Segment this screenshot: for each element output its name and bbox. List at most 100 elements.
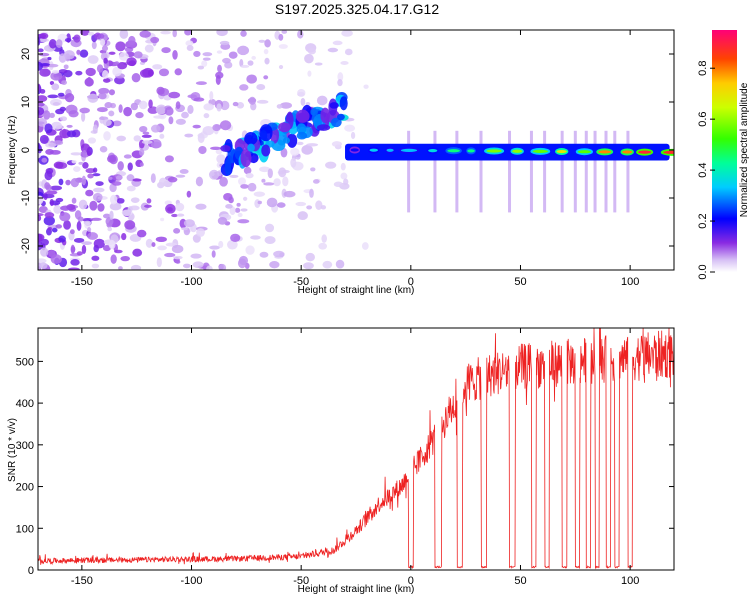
spectrogram-noise-blob bbox=[68, 110, 79, 118]
spectrogram-noise-blob bbox=[340, 172, 348, 180]
spectrogram-noise-blob bbox=[123, 106, 132, 117]
spectrogram-noise-blob bbox=[315, 200, 323, 210]
spectrogram-noise-blob bbox=[61, 128, 67, 139]
spectrogram-noise-blob bbox=[187, 94, 197, 99]
spectrogram-noise-blob bbox=[38, 37, 41, 46]
spectrogram-streak bbox=[508, 130, 512, 213]
spectrogram-tone-core bbox=[369, 148, 378, 152]
spectrogram-x-tick-label: -100 bbox=[181, 276, 203, 288]
snr-x-tick-label: -150 bbox=[71, 575, 93, 587]
spectrogram-tone-blob bbox=[278, 122, 291, 133]
spectrogram-noise-blob bbox=[51, 83, 60, 91]
spectrogram-noise-blob bbox=[150, 141, 162, 149]
snr-x-tick-label: 50 bbox=[514, 575, 526, 587]
spectrogram-noise-blob bbox=[210, 146, 222, 151]
spectrogram-noise-blob bbox=[290, 148, 300, 156]
spectrogram-noise-blob bbox=[156, 86, 165, 95]
spectrogram-noise-blob bbox=[70, 258, 80, 266]
snr-y-tick-label: 300 bbox=[16, 440, 34, 452]
spectrogram-x-tick-label: -150 bbox=[71, 276, 93, 288]
spectrogram-noise-blob bbox=[59, 212, 71, 222]
colorbar-ticks: 0.0 0.2 0.4 0.6 0.8 bbox=[697, 61, 715, 280]
spectrogram-noise-blob bbox=[101, 45, 109, 52]
spectrogram-noise-blob bbox=[136, 229, 147, 238]
spectrogram-noise-blob bbox=[237, 219, 250, 224]
spectrogram-noise-blob bbox=[87, 31, 95, 36]
spectrogram-tone-core bbox=[532, 149, 548, 153]
spectrogram-noise-blob bbox=[219, 120, 232, 131]
spectrogram-noise-blob bbox=[202, 125, 215, 136]
spectrogram-tone-blob bbox=[259, 124, 273, 142]
spectrogram-noise-blob bbox=[310, 167, 316, 172]
spectrogram-noise-blob bbox=[192, 124, 201, 129]
spectrogram-tone-blob bbox=[295, 109, 310, 123]
spectrogram-noise-blob bbox=[228, 196, 234, 204]
spectrogram-noise-blob bbox=[43, 110, 51, 120]
spectrogram-noise-blob bbox=[118, 266, 123, 270]
spectrogram-tone-core bbox=[638, 150, 652, 154]
spectrogram-tone-blob bbox=[329, 102, 339, 109]
spectrogram-noise-blob bbox=[278, 167, 287, 178]
spectrogram-noise-blob bbox=[215, 74, 221, 85]
spectrogram-noise-blob bbox=[49, 149, 61, 155]
spectrogram-noise-blob bbox=[50, 71, 63, 81]
spectrogram-noise-blob bbox=[218, 263, 227, 270]
spectrogram-noise-blob bbox=[239, 84, 249, 91]
snr-x-ticks: -150 -100 -50 0 50 100 bbox=[71, 328, 639, 587]
spectrogram-streak bbox=[593, 130, 597, 213]
spectrogram-y-tick-label: -10 bbox=[20, 190, 32, 206]
spectrogram-noise-blob bbox=[148, 99, 153, 109]
spectrogram-noise-blob bbox=[126, 185, 136, 192]
spectrogram-streak bbox=[626, 130, 630, 213]
spectrogram-noise-blob bbox=[117, 161, 124, 171]
spectrogram-noise-blob bbox=[144, 44, 154, 53]
spectrogram-noise-blob bbox=[190, 253, 202, 259]
snr-series-line bbox=[38, 328, 674, 570]
spectrogram-noise-blob bbox=[131, 73, 141, 83]
spectrogram-noise-blob bbox=[70, 244, 75, 255]
spectrogram-noise-blob bbox=[38, 145, 42, 154]
spectrogram-noise-blob bbox=[147, 69, 154, 77]
spectrogram-noise-blob bbox=[115, 41, 126, 52]
spectrogram-noise-blob bbox=[138, 148, 145, 156]
spectrogram-noise-blob bbox=[243, 196, 248, 201]
spectrogram-noise-blob bbox=[145, 238, 153, 248]
spectrogram-noise-blob bbox=[87, 137, 97, 144]
spectrogram-tone-blob bbox=[240, 149, 252, 168]
spectrogram-noise-blob bbox=[126, 221, 133, 228]
spectrogram-noise-blob bbox=[183, 219, 195, 228]
spectrogram-noise-blob bbox=[161, 47, 171, 54]
spectrogram-noise-blob bbox=[155, 104, 167, 115]
spectrogram-noise-blob bbox=[117, 62, 128, 70]
spectrogram-noise-blob bbox=[139, 69, 151, 78]
spectrogram-x-ticks: -150 -100 -50 0 50 100 bbox=[71, 30, 639, 288]
spectrogram-noise-blob bbox=[51, 227, 58, 233]
spectrogram-noise-blob bbox=[92, 124, 98, 134]
spectrogram-y-tick-label: 10 bbox=[20, 96, 32, 108]
spectrogram-noise-blob bbox=[238, 177, 246, 186]
spectrogram-noise-blob bbox=[132, 178, 142, 182]
spectrogram-noise-blob bbox=[98, 92, 107, 100]
spectrogram-noise-blob bbox=[247, 182, 257, 192]
spectrogram-noise-blob bbox=[38, 153, 41, 158]
spectrogram-noise-blob bbox=[209, 169, 220, 180]
spectrogram-noise-blob bbox=[78, 199, 88, 210]
spectrogram-noise-blob bbox=[114, 61, 120, 65]
spectrogram-noise-blob bbox=[70, 178, 80, 188]
spectrogram-noise-blob bbox=[87, 93, 99, 103]
spectrogram-noise-blob bbox=[38, 233, 43, 243]
spectrogram-noise-blob bbox=[43, 215, 55, 226]
spectrogram-noise-blob bbox=[164, 252, 176, 258]
spectrogram-tone-blob bbox=[316, 124, 331, 131]
spectrogram-noise-blob bbox=[156, 257, 162, 268]
spectrogram-noise-blob bbox=[257, 200, 262, 205]
spectrogram-noise-blob bbox=[245, 172, 254, 179]
spectrogram-noise-blob bbox=[114, 249, 123, 254]
spectrogram-tone-core bbox=[386, 148, 394, 152]
spectrogram-noise-blob bbox=[59, 106, 67, 112]
spectrogram-noise-blob bbox=[174, 260, 181, 264]
spectrogram-noise-blob bbox=[42, 193, 55, 199]
spectrogram-noise-blob bbox=[128, 35, 136, 46]
spectrogram-noise-blob bbox=[316, 95, 328, 106]
spectrogram-noise-blob bbox=[38, 95, 48, 103]
